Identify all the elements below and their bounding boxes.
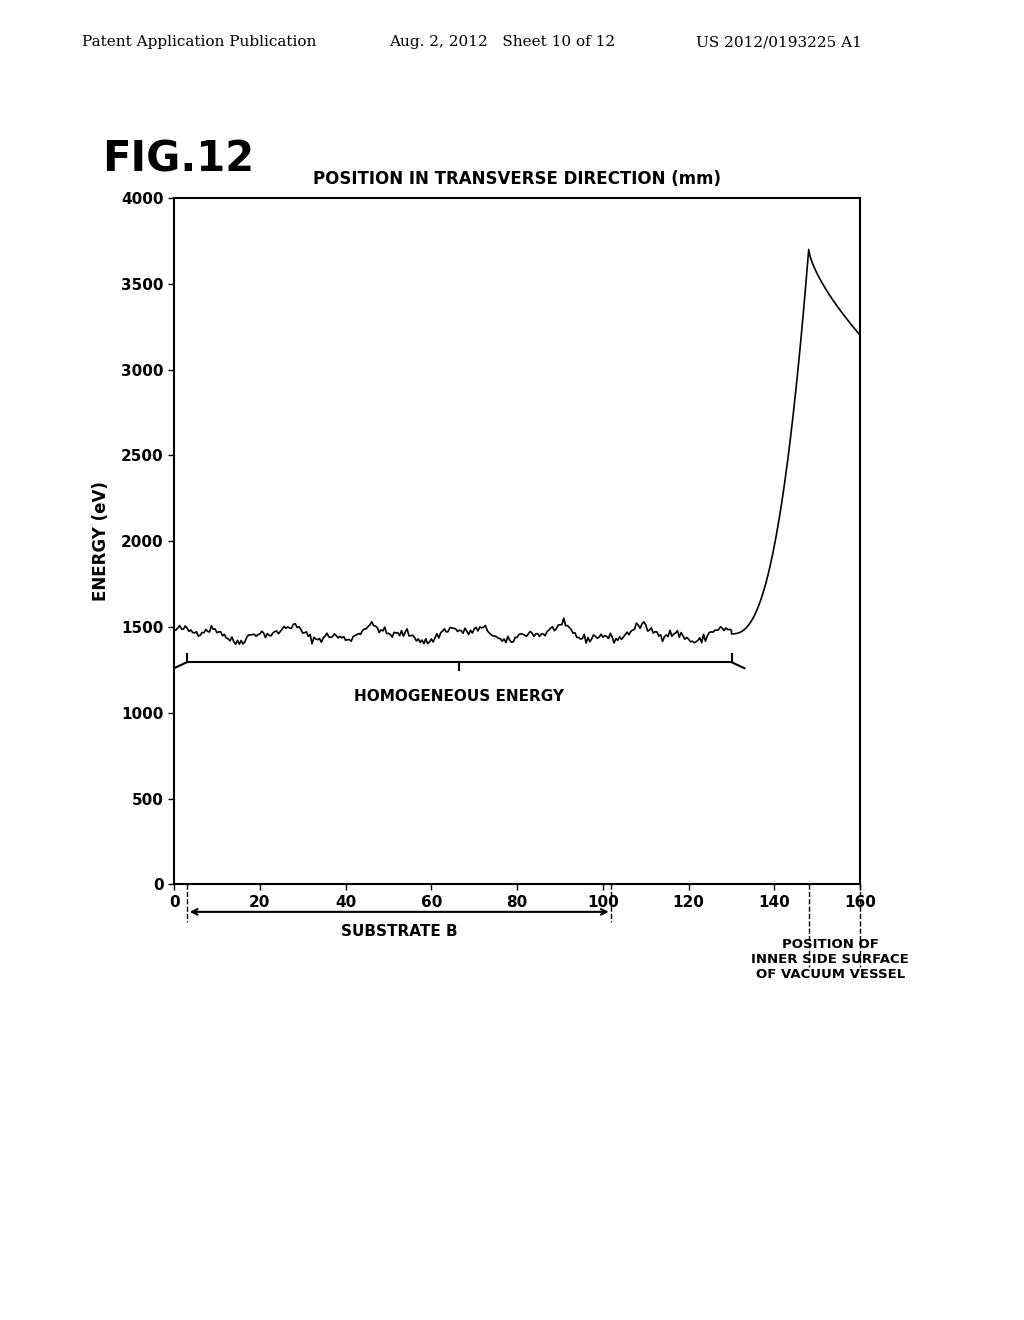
Title: POSITION IN TRANSVERSE DIRECTION (mm): POSITION IN TRANSVERSE DIRECTION (mm) <box>313 170 721 189</box>
Text: POSITION OF
INNER SIDE SURFACE
OF VACUUM VESSEL: POSITION OF INNER SIDE SURFACE OF VACUUM… <box>752 937 909 981</box>
Text: HOMOGENEOUS ENERGY: HOMOGENEOUS ENERGY <box>354 689 564 704</box>
Text: Aug. 2, 2012   Sheet 10 of 12: Aug. 2, 2012 Sheet 10 of 12 <box>389 36 615 49</box>
Text: FIG.12: FIG.12 <box>102 139 255 181</box>
Y-axis label: ENERGY (eV): ENERGY (eV) <box>92 482 110 601</box>
Text: SUBSTRATE B: SUBSTRATE B <box>341 924 458 939</box>
Text: Patent Application Publication: Patent Application Publication <box>82 36 316 49</box>
Text: US 2012/0193225 A1: US 2012/0193225 A1 <box>696 36 862 49</box>
